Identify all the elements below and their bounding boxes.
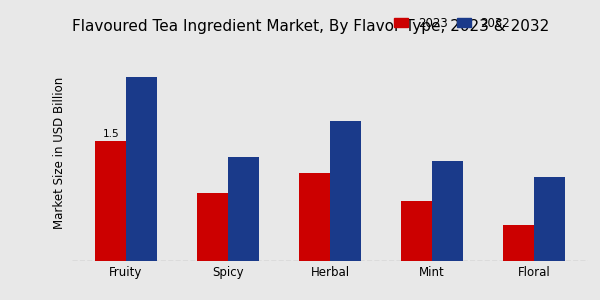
- Text: 1.5: 1.5: [103, 129, 119, 139]
- Bar: [299, 173, 330, 261]
- Bar: [330, 121, 361, 261]
- Bar: [432, 161, 463, 261]
- Bar: [95, 141, 126, 261]
- Legend: 2023, 2032: 2023, 2032: [389, 12, 515, 34]
- Bar: [534, 177, 565, 261]
- Text: Flavoured Tea Ingredient Market, By Flavor Type, 2023 & 2032: Flavoured Tea Ingredient Market, By Flav…: [72, 19, 549, 34]
- Bar: [197, 193, 228, 261]
- Bar: [228, 157, 259, 261]
- Y-axis label: Market Size in USD Billion: Market Size in USD Billion: [53, 77, 67, 229]
- Bar: [401, 201, 432, 261]
- Bar: [126, 77, 157, 261]
- Bar: [503, 225, 534, 261]
